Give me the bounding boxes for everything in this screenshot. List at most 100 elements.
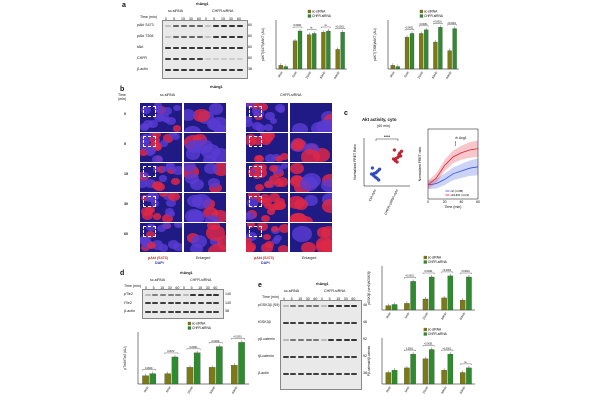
blot-band [196,68,204,71]
pakt-stained-cell [256,223,269,232]
pakt-stained-cell [254,154,265,162]
micrograph [140,103,182,132]
blot-band [298,321,304,324]
pakt-stained-cell [246,242,256,252]
blot-band [167,310,174,313]
blot-mw-label: 60 [248,45,252,49]
pakt-stained-cell [253,172,262,179]
blot-band [313,355,320,358]
panel-d-group-2: CHFR-siRNA [190,278,212,282]
bar [193,352,201,385]
micrograph [184,223,226,252]
dapi-nucleus [246,103,254,108]
time-point-label: 15 [221,17,225,21]
x-tick-label: 60min [459,311,467,320]
panel-c-title: Akt activity, cyto [362,117,397,122]
blot-band [212,46,220,49]
bar [459,299,466,311]
dapi-nucleus [209,103,224,115]
blot-band [212,24,220,27]
bar [438,27,443,70]
legend-swatch [423,332,427,336]
blot-band [282,355,289,358]
micrograph [246,223,288,252]
blot-band [328,355,335,358]
x-tick-label: 60min [445,70,453,79]
blot-row-label: pAkt T308 [137,34,154,38]
pakt-stained-cell [266,133,274,138]
series-line [427,166,479,186]
legend-swatch [423,327,427,332]
pakt-stained-cell [290,163,304,175]
blot-band [313,338,320,341]
bar [452,28,457,70]
blot-band [188,24,196,27]
pakt-stained-cell [162,213,174,222]
panel-c-subtitle: (60 min) [377,124,391,128]
legend-swatch [187,326,192,330]
blot-band [282,321,289,324]
dapi-nucleus [303,194,318,206]
dapi-nucleus [162,223,172,230]
micrograph [184,103,226,132]
pakt-stained-cell [151,180,163,190]
micrograph [290,163,332,192]
blot-band [175,293,182,296]
bar [424,29,429,70]
zoom-region-box [143,196,156,207]
panel-e-chart-gsk3b: pGSK3β (ser9)/tGSK3β 0min 5min 15min 30min 60… [367,256,475,321]
row-time-label: 30 [124,202,128,206]
pakt-stained-cell [322,239,332,252]
panel-a-chart-s473: pAKT(S473)/tAKT (AU) 0min 5min 15min 30min 60… [261,10,347,80]
dapi-nucleus [321,178,332,192]
p-value-label: ns [464,361,467,364]
zoom-region-box [249,106,262,117]
blot-mw-label: 38 [248,67,252,71]
row-time-label: 15 [124,172,128,176]
blot-band [328,321,335,324]
time-point-label: 60 [213,286,218,290]
blot-band [343,355,350,358]
blot-band [290,338,297,341]
blot-band [152,302,159,305]
micrograph [290,103,332,132]
blot-band [290,355,297,358]
blot-band [220,57,228,60]
time-point-label: 30 [343,297,348,301]
blot-band [336,304,342,307]
blot-band [228,24,236,27]
significance-bracket [422,345,435,347]
bar [391,304,398,311]
row-time-label: 5 [124,142,126,146]
pakt-stained-cell [208,243,226,252]
blot-band [182,302,189,305]
bar [307,34,312,70]
dapi-nucleus [201,143,220,159]
panel-e-time-label: Time (min) [262,295,280,299]
p-value-label: <0.0001 [447,22,456,25]
blot-band [290,304,297,307]
pakt-stained-cell [168,193,181,202]
micrograph [290,133,332,162]
bar [385,305,392,311]
bar [335,49,340,70]
significance-bracket [447,24,457,26]
blot-band [305,355,312,358]
blot-band [236,24,244,27]
pakt-stained-cell [172,125,181,132]
blot-band [351,321,358,324]
blot-row-label: CHFR [137,56,147,60]
x-tick-label: 40 [459,200,463,204]
x-tick-label: 0min [385,385,392,393]
bar [390,65,395,70]
blot-band [182,293,189,296]
dapi-nucleus [156,224,167,233]
significance-stars: **** [384,134,391,139]
dapi-nucleus [253,109,264,118]
zoom-region-box [143,106,156,117]
blot-band [172,68,180,71]
row-time-label: 60 [124,232,128,236]
panel-a-group-1: sc-siRNA [168,9,183,13]
dapi-nucleus [141,106,151,114]
blot-band [204,46,212,49]
